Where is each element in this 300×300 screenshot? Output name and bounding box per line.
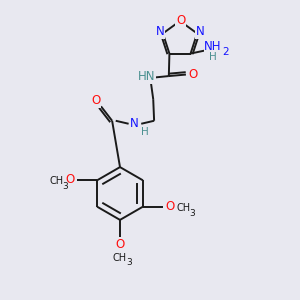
Text: N: N (196, 26, 205, 38)
Text: O: O (92, 94, 101, 107)
Text: 3: 3 (63, 182, 68, 191)
Text: O: O (65, 173, 75, 186)
Text: H: H (209, 52, 217, 62)
Text: O: O (116, 238, 124, 251)
Text: N: N (155, 26, 164, 38)
Text: CH: CH (50, 176, 64, 186)
Text: H: H (141, 127, 149, 137)
Text: O: O (165, 200, 175, 213)
Text: 2: 2 (222, 47, 229, 57)
Text: N: N (130, 117, 139, 130)
Text: CH: CH (112, 253, 127, 263)
Text: 3: 3 (126, 258, 132, 267)
Text: O: O (189, 68, 198, 81)
Text: O: O (176, 14, 185, 27)
Text: HN: HN (138, 70, 155, 83)
Text: NH: NH (204, 40, 222, 53)
Text: 3: 3 (189, 209, 195, 218)
Text: CH: CH (176, 202, 190, 213)
